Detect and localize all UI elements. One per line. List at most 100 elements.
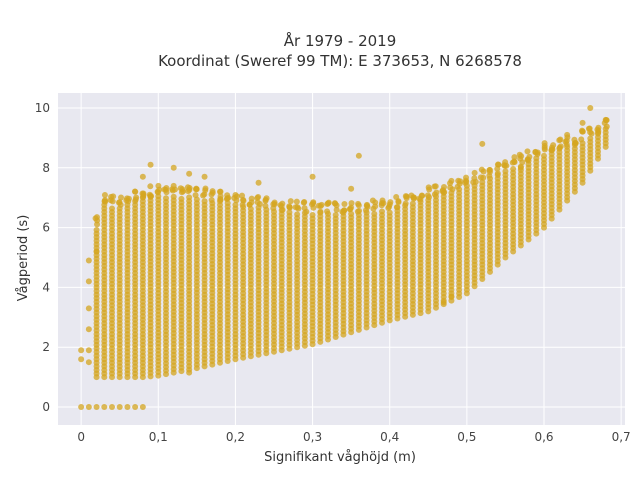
data-point [463, 178, 470, 185]
data-point [179, 188, 186, 195]
data-point [439, 188, 446, 194]
chart-title: År 1979 - 2019 [284, 31, 397, 50]
data-point [393, 204, 400, 211]
data-point [556, 137, 563, 144]
data-point [85, 359, 92, 366]
data-point [109, 404, 115, 411]
data-point [348, 200, 355, 207]
data-point [425, 194, 432, 201]
data-point [387, 199, 394, 206]
data-point [178, 195, 185, 202]
data-point [132, 196, 139, 203]
data-point [192, 192, 199, 199]
data-point [85, 326, 92, 333]
data-point [255, 179, 262, 186]
data-point [208, 197, 215, 204]
data-point [293, 198, 300, 205]
data-point [85, 347, 92, 354]
data-point [139, 190, 146, 197]
data-point [586, 125, 593, 132]
data-point [447, 180, 454, 187]
data-point [511, 154, 518, 161]
data-point [541, 152, 547, 159]
data-point [286, 209, 293, 216]
data-point [333, 202, 340, 209]
data-point [526, 153, 533, 160]
data-point [355, 202, 362, 209]
data-point [200, 192, 207, 199]
data-point [232, 201, 239, 208]
data-point [333, 206, 340, 213]
data-point [477, 174, 484, 181]
data-point [317, 208, 324, 215]
data-point [78, 347, 85, 354]
data-point [332, 212, 339, 219]
data-point [186, 170, 193, 177]
data-point [494, 170, 501, 177]
data-point [139, 404, 146, 411]
y-tick-label: 6 [42, 221, 50, 235]
data-point [117, 201, 124, 208]
data-point [371, 210, 378, 217]
data-points [78, 104, 610, 411]
data-point [169, 186, 176, 193]
data-point [256, 200, 263, 207]
data-point [395, 198, 402, 205]
data-point [339, 208, 346, 215]
data-point [170, 164, 177, 171]
data-point [502, 168, 509, 175]
data-point [408, 192, 415, 199]
data-point [279, 200, 286, 207]
data-point [325, 200, 332, 207]
data-point [201, 198, 208, 205]
x-tick-label: 0,6 [534, 430, 553, 444]
data-point [148, 193, 155, 200]
data-point [78, 356, 85, 363]
y-tick-label: 0 [42, 400, 50, 414]
data-point [248, 199, 255, 206]
data-point [486, 166, 493, 173]
data-point [517, 164, 524, 171]
data-point [372, 199, 379, 206]
data-point [270, 205, 277, 212]
data-point [578, 136, 585, 143]
data-point [255, 193, 262, 200]
data-point [163, 195, 169, 202]
data-point [579, 128, 586, 135]
data-point [502, 159, 509, 166]
data-point [385, 204, 392, 211]
data-point [239, 192, 246, 199]
data-point [363, 202, 370, 209]
data-point [356, 207, 363, 214]
data-point [93, 226, 100, 233]
data-point [309, 212, 316, 219]
data-point [155, 182, 162, 189]
data-point [163, 189, 170, 196]
data-point [363, 207, 370, 214]
data-point [479, 140, 486, 147]
y-tick-label: 8 [42, 161, 50, 175]
data-point [348, 210, 355, 217]
data-point [301, 205, 308, 212]
data-point [78, 404, 85, 411]
data-point [116, 404, 123, 411]
y-axis-title: Vågperiod (s) [16, 215, 31, 302]
x-tick-label: 0,2 [226, 430, 245, 444]
data-point [202, 185, 209, 192]
data-point [262, 202, 269, 209]
data-point [184, 184, 191, 191]
data-point [510, 165, 517, 172]
data-point [85, 278, 92, 285]
x-tick-label: 0,3 [303, 430, 322, 444]
data-point [132, 404, 139, 411]
x-tick-label: 0 [77, 430, 85, 444]
y-tick-label: 10 [35, 101, 50, 115]
y-tick-label: 4 [42, 280, 50, 294]
data-point [232, 192, 239, 199]
data-point [309, 173, 316, 180]
data-point [147, 161, 154, 168]
data-point [193, 186, 200, 193]
data-point [201, 173, 208, 180]
